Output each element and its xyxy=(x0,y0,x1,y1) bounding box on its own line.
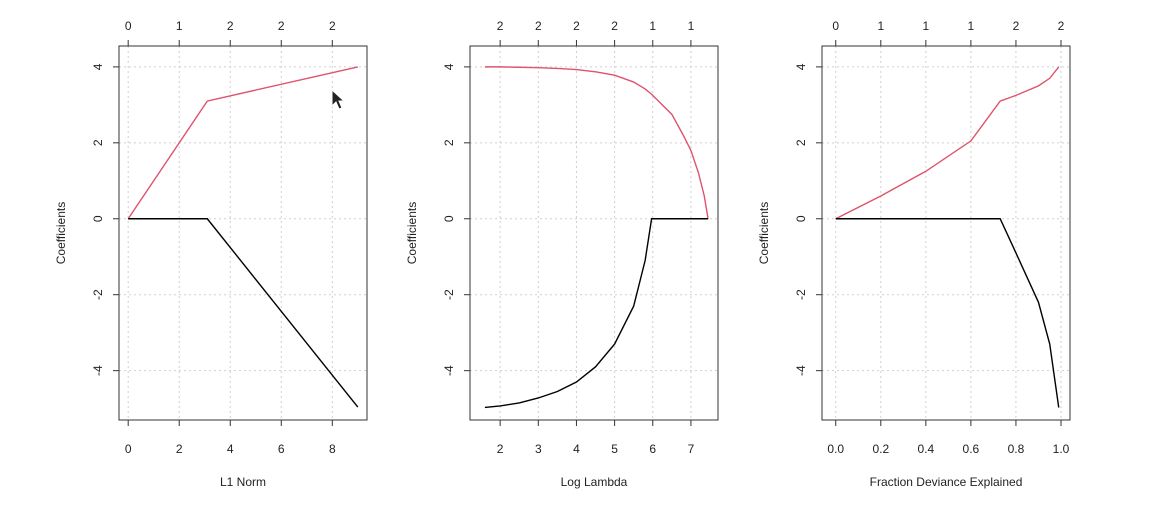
y-tick-label: 2 xyxy=(794,139,808,146)
x2-tick-label: 2 xyxy=(611,19,618,33)
x2-tick-label: 1 xyxy=(877,19,884,33)
y-tick-label: 4 xyxy=(442,63,456,70)
x-axis-label: Fraction Deviance Explained xyxy=(870,475,1023,489)
x-tick-label: 0.6 xyxy=(963,442,980,456)
x2-tick-label: 2 xyxy=(535,19,542,33)
y-tick-label: -2 xyxy=(442,289,456,300)
x2-tick-label: 2 xyxy=(227,19,234,33)
series-line xyxy=(835,66,1060,220)
y-axis-label: Coefficients xyxy=(54,202,68,264)
x-tick-label: 0.2 xyxy=(872,442,889,456)
x-axis-label: L1 Norm xyxy=(220,475,266,489)
panel: -4 -2 0 2 4 2 3 4 5 6 7 2 2 2 2 1 1 Log Lambda Coefficient… xyxy=(405,19,719,489)
y-tick-label: -2 xyxy=(91,289,105,300)
x-tick-label: 0 xyxy=(125,442,132,456)
y-tick-label: 0 xyxy=(794,215,808,222)
y-tick-label: -4 xyxy=(91,365,105,376)
x2-tick-label: 2 xyxy=(1013,19,1020,33)
x-tick-label: 4 xyxy=(573,442,580,456)
x2-tick-label: 2 xyxy=(573,19,580,33)
x2-tick-label: 0 xyxy=(125,19,132,33)
x2-tick-label: 1 xyxy=(649,19,656,33)
y-tick-label: 0 xyxy=(91,215,105,222)
y-tick-label: -4 xyxy=(794,365,808,376)
series-line xyxy=(835,218,1060,408)
y-tick-label: 2 xyxy=(91,139,105,146)
x-tick-label: 8 xyxy=(329,442,336,456)
series-line xyxy=(127,66,358,220)
x-tick-label: 0.4 xyxy=(917,442,934,456)
y-tick-label: 4 xyxy=(91,63,105,70)
x-tick-label: 0.0 xyxy=(827,442,844,456)
x-tick-label: 2 xyxy=(497,442,504,456)
y-tick-label: 0 xyxy=(442,215,456,222)
series-line xyxy=(484,218,709,409)
x-tick-label: 5 xyxy=(611,442,618,456)
y-tick-label: 4 xyxy=(794,63,808,70)
series-line xyxy=(128,218,359,408)
x2-tick-label: 1 xyxy=(922,19,929,33)
y-tick-label: -4 xyxy=(442,365,456,376)
x-tick-label: 3 xyxy=(535,442,542,456)
x2-tick-label: 2 xyxy=(497,19,504,33)
x-tick-label: 1.0 xyxy=(1053,442,1070,456)
plot-frame xyxy=(821,45,1071,421)
y-tick-label: 2 xyxy=(442,139,456,146)
y-tick-label: -2 xyxy=(794,289,808,300)
y-axis-label: Coefficients xyxy=(405,202,419,264)
x2-tick-label: 1 xyxy=(968,19,975,33)
x2-tick-label: 1 xyxy=(688,19,695,33)
x-tick-label: 2 xyxy=(176,442,183,456)
x-tick-label: 7 xyxy=(688,442,695,456)
x2-tick-label: 2 xyxy=(1058,19,1065,33)
x-axis-label: Log Lambda xyxy=(561,475,628,489)
panel: -4 -2 0 2 4 0.0 0.2 0.4 0.6 0.8 1.0 0 1 1 1 2 2 Fraction … xyxy=(757,19,1071,489)
x-tick-label: 4 xyxy=(227,442,234,456)
y-axis-label: Coefficients xyxy=(757,202,771,264)
mouse-cursor xyxy=(331,88,346,110)
x-tick-label: 0.8 xyxy=(1008,442,1025,456)
x-tick-label: 6 xyxy=(278,442,285,456)
x2-tick-label: 2 xyxy=(329,19,336,33)
x2-tick-label: 0 xyxy=(832,19,839,33)
cursor-arrow xyxy=(331,88,346,110)
plot-frame xyxy=(118,45,368,421)
series-line xyxy=(484,66,709,219)
plot-frame xyxy=(469,45,719,421)
panel: -4 -2 0 2 4 0 2 4 6 8 0 1 2 2 2 L1 Norm Coefficients xyxy=(54,19,368,489)
x2-tick-label: 2 xyxy=(278,19,285,33)
x2-tick-label: 1 xyxy=(176,19,183,33)
x-tick-label: 6 xyxy=(649,442,656,456)
